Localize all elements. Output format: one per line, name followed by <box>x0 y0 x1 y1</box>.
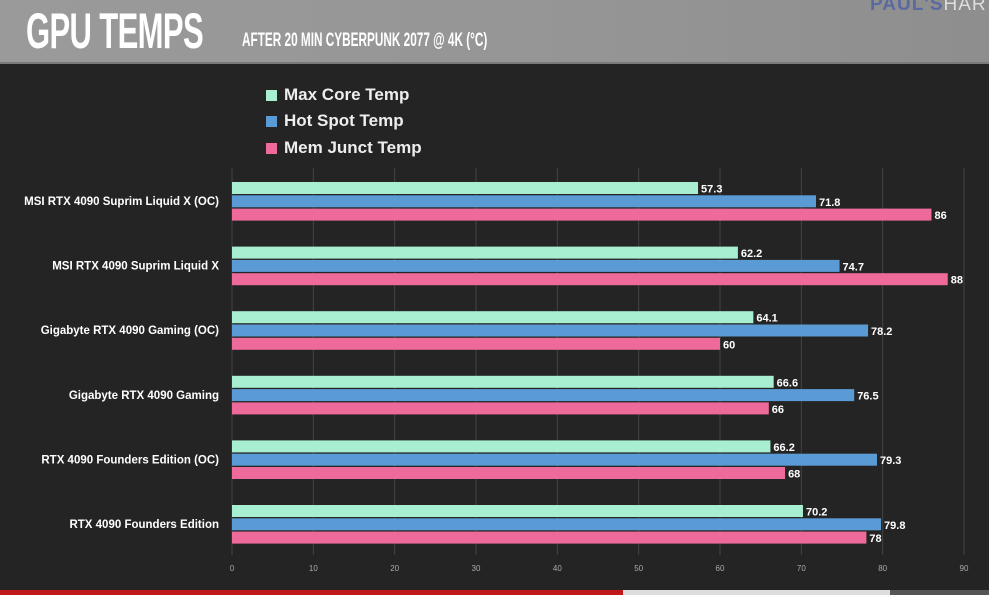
data-label: 74.7 <box>843 261 864 273</box>
legend-swatch <box>266 115 277 127</box>
chart-title: GPU TEMPS <box>26 3 204 59</box>
data-label: 66.6 <box>777 377 798 389</box>
data-label: 79.8 <box>884 520 905 532</box>
legend-swatch <box>266 89 277 101</box>
bar <box>232 259 840 272</box>
x-tick-label: 60 <box>716 564 725 573</box>
data-label: 78.2 <box>871 326 892 338</box>
data-label: 86 <box>934 210 946 222</box>
bar <box>232 440 771 453</box>
data-label: 66.2 <box>773 442 794 454</box>
x-tick-label: 90 <box>960 564 969 573</box>
legend-label: Max Core Temp <box>284 85 410 104</box>
bar <box>232 246 738 259</box>
bar <box>232 467 786 479</box>
chart-subtitle: AFTER 20 MIN CYBERPUNK 2077 @ 4K (°C) <box>242 30 488 51</box>
data-label: 70.2 <box>806 507 827 519</box>
bar <box>232 311 754 324</box>
bar <box>232 337 720 350</box>
brand-part-b: HAR <box>943 0 987 15</box>
footer-strip <box>0 590 989 595</box>
x-tick-label: 80 <box>878 564 887 573</box>
bar <box>232 273 948 286</box>
category-label: MSI RTX 4090 Suprim Liquid X <box>52 261 219 273</box>
x-tick-label: 20 <box>390 564 399 573</box>
data-label: 76.5 <box>857 391 878 403</box>
data-label: 60 <box>723 339 735 351</box>
bar <box>232 195 816 208</box>
data-label: 68 <box>788 469 800 481</box>
x-tick-label: 40 <box>553 564 562 573</box>
brand-logo: PAUL'SHAR <box>870 0 987 16</box>
x-tick-label: 70 <box>797 564 806 573</box>
bar <box>232 518 882 531</box>
x-tick-label: 10 <box>309 564 318 573</box>
bar <box>232 389 855 402</box>
bar <box>232 505 803 517</box>
bar <box>232 182 699 194</box>
data-label: 88 <box>951 275 963 287</box>
bar <box>232 453 877 466</box>
data-label: 64.1 <box>756 313 777 325</box>
bar <box>232 402 769 415</box>
category-label: Gigabyte RTX 4090 Gaming (OC) <box>41 325 219 337</box>
category-label: RTX 4090 Founders Edition <box>69 519 219 531</box>
data-label: 57.3 <box>701 184 722 196</box>
data-label: 66 <box>772 404 784 416</box>
brand-part-a: PAUL'S <box>870 0 944 15</box>
legend-swatch <box>266 142 277 154</box>
x-tick-label: 30 <box>472 564 481 573</box>
category-label: MSI RTX 4090 Suprim Liquid X (OC) <box>24 196 219 208</box>
x-tick-label: 0 <box>230 564 235 573</box>
data-label: 79.3 <box>880 455 901 467</box>
legend-item-hot-spot: Hot Spot Temp <box>266 111 404 131</box>
legend-item-mem-junct: Mem Junct Temp <box>266 138 422 158</box>
data-label: 62.2 <box>741 248 762 260</box>
category-label: Gigabyte RTX 4090 Gaming <box>69 390 219 402</box>
x-tick-label: 50 <box>634 564 643 573</box>
data-label: 78 <box>869 533 881 545</box>
category-label: RTX 4090 Founders Edition (OC) <box>41 454 219 466</box>
bar <box>232 531 867 544</box>
legend-label: Mem Junct Temp <box>284 138 422 157</box>
legend-item-max-core: Max Core Temp <box>266 85 409 105</box>
legend-label: Hot Spot Temp <box>284 111 404 130</box>
data-label: 71.8 <box>819 197 840 209</box>
bar <box>232 324 869 337</box>
bar <box>232 208 932 221</box>
header-band: GPU TEMPS AFTER 20 MIN CYBERPUNK 2077 @ … <box>0 0 989 64</box>
bar <box>232 375 774 388</box>
